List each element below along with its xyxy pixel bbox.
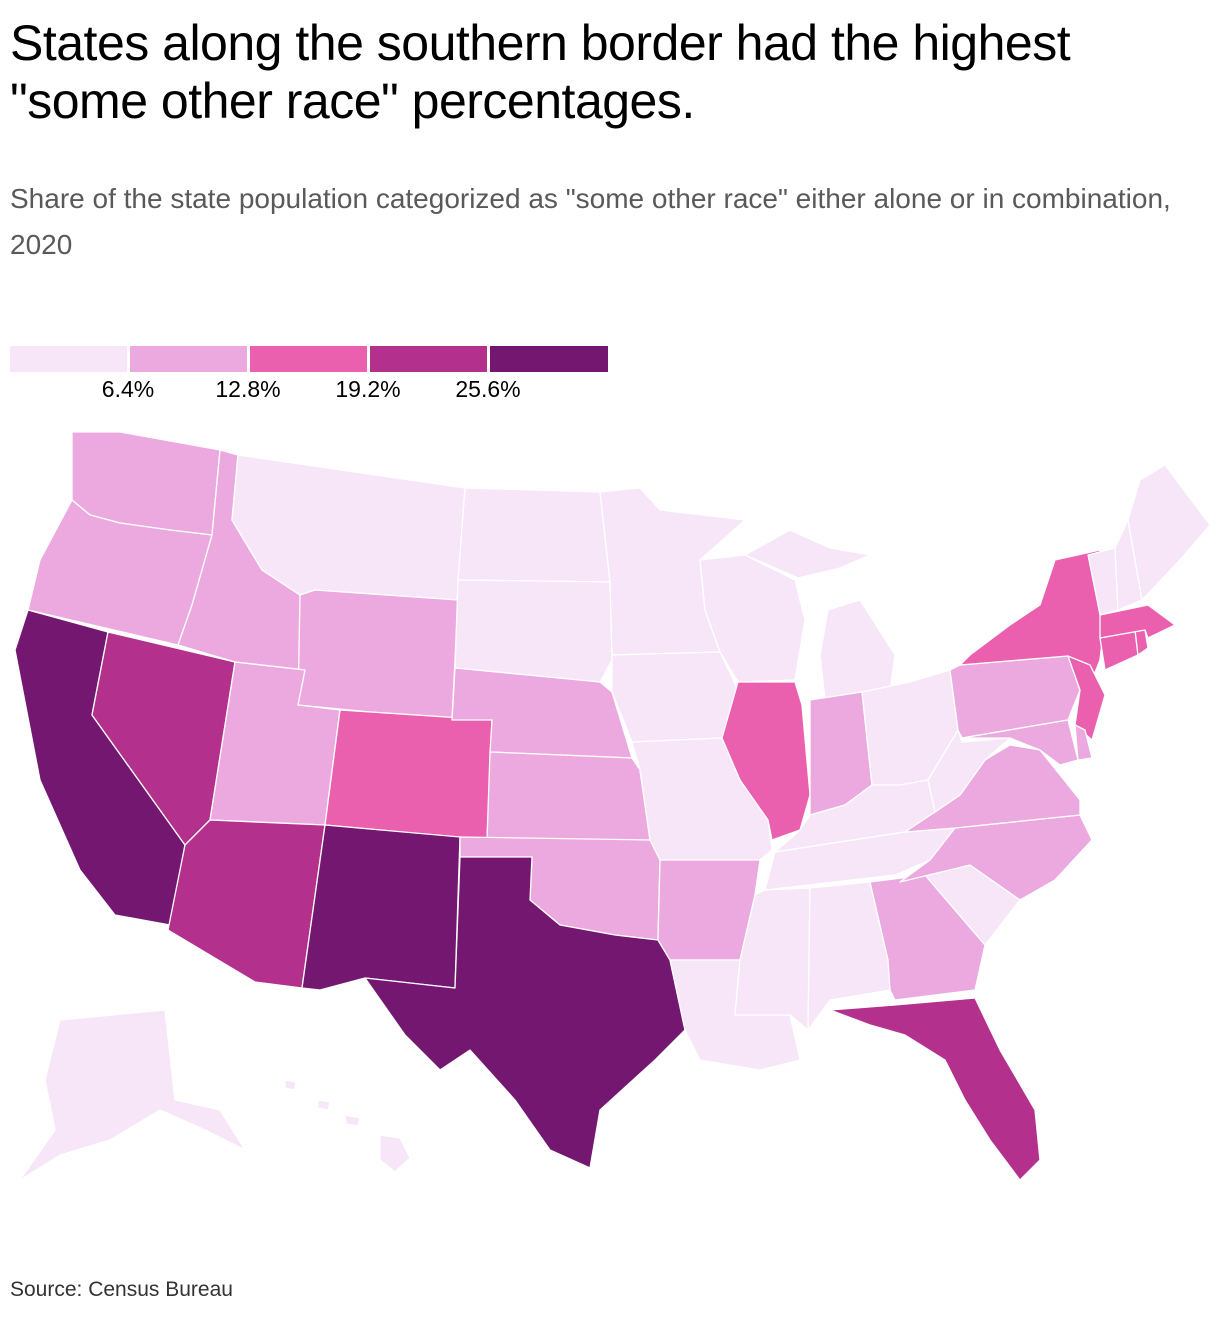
- state-fl: [829, 997, 1041, 1181]
- state-md: [961, 719, 1079, 766]
- legend-tick-3: 19.2%: [335, 376, 401, 402]
- state-de: [1074, 724, 1093, 761]
- state-me: [1127, 464, 1211, 601]
- state-wi: [699, 554, 806, 683]
- state-nd: [457, 487, 611, 583]
- legend-tick-2: 12.8%: [215, 376, 281, 402]
- state-mi: [819, 599, 896, 701]
- state-nj: [1067, 655, 1106, 741]
- state-nm: [301, 824, 461, 991]
- state-az: [167, 819, 326, 989]
- chart-title: States along the southern border had the…: [10, 15, 1071, 129]
- legend-swatch-2: [130, 346, 247, 372]
- state-mi-upper: [744, 529, 871, 579]
- chart-subtitle: Share of the state population categorize…: [10, 183, 1171, 260]
- legend-swatch-4: [370, 346, 487, 372]
- legend-swatch-3: [250, 346, 367, 372]
- legend-tick-4: 25.6%: [455, 376, 521, 402]
- legend-swatch-5: [490, 346, 608, 372]
- state-ia: [611, 651, 739, 743]
- us-map-svg: [14, 431, 1211, 1181]
- state-ks: [486, 751, 651, 841]
- state-ma: [1099, 604, 1176, 639]
- state-wy: [297, 589, 459, 721]
- legend-tick-1: 6.4%: [101, 376, 155, 402]
- state-tx: [364, 856, 686, 1169]
- state-co: [324, 709, 493, 841]
- us-state-map: [0, 420, 1220, 1200]
- legend-swatch-1: [10, 346, 127, 372]
- state-ak: [19, 1009, 246, 1181]
- state-il: [721, 681, 811, 841]
- color-legend: 6.4% 12.8% 19.2% 25.6%: [10, 346, 610, 406]
- state-hi: [284, 1079, 411, 1173]
- source-note: Source: Census Bureau: [10, 1278, 233, 1301]
- state-sd: [454, 579, 613, 683]
